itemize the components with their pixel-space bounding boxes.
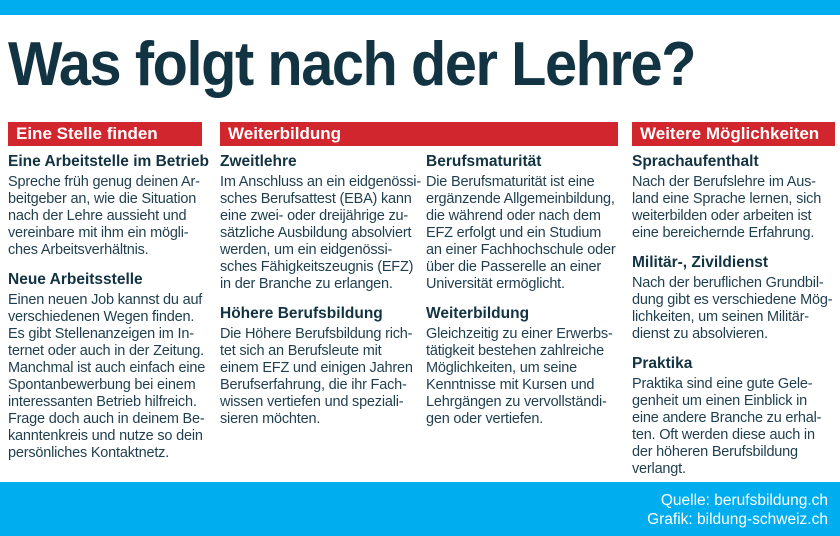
section-body: Nach der Berufslehre im Aus- land eine S… [632, 174, 822, 241]
column-header-find-job: Eine Stelle finden [8, 122, 202, 146]
section-body: Einen neuen Job kannst du auf verschiede… [8, 292, 206, 461]
column-header-other-options: Weitere Möglichkeiten [632, 122, 835, 146]
section-body: Praktika sind eine gute Gele- genheit um… [632, 376, 822, 477]
column-find-job: Eine Stelle finden Eine Arbeitstelle im … [8, 122, 209, 462]
section-heading: Höhere Berufsbildung [220, 305, 383, 322]
footer-graphic: Grafik: bildung-schweiz.ch [647, 511, 828, 528]
section-heading: Militär-, Zivildienst [632, 254, 769, 271]
section-vocational-baccalaureate: Berufsmaturität Die Berufsmaturität ist … [426, 152, 618, 293]
top-accent-bar [0, 0, 840, 15]
section-heading: Berufsmaturität [426, 153, 542, 170]
section-heading: Neue Arbeitsstelle [8, 271, 143, 288]
column-header-further-education: Weiterbildung [220, 122, 618, 146]
section-military-civil-service: Militär-, Zivildienst Nach der beruflich… [632, 253, 835, 343]
section-body: Im Anschluss an ein eidgenössi- sches Be… [220, 174, 421, 292]
section-second-apprenticeship: Zweitlehre Im Anschluss an ein eidgenöss… [220, 152, 421, 293]
page-title: Was folgt nach der Lehre? [8, 30, 696, 99]
footer-bar: Quelle: berufsbildung.ch Grafik: bildung… [0, 482, 840, 536]
column-further-education: Weiterbildung Zweitlehre Im Anschluss an… [220, 122, 618, 427]
subcolumn-left: Zweitlehre Im Anschluss an ein eidgenöss… [220, 146, 421, 428]
section-body: Die Höhere Berufsbildung rich- tet sich … [220, 326, 413, 427]
section-internships: Praktika Praktika sind eine gute Gele- g… [632, 354, 835, 478]
section-body: Die Berufsmaturität ist eine ergänzende … [426, 174, 616, 292]
section-body: Spreche früh genug deinen Ar- beitgeber … [8, 174, 200, 258]
section-continuing-education: Weiterbildung Gleichzeitig zu einer Erwe… [426, 304, 618, 428]
section-heading: Zweitlehre [220, 153, 297, 170]
section-language-stay: Sprachaufenthalt Nach der Berufslehre im… [632, 152, 835, 242]
section-heading: Praktika [632, 355, 693, 372]
section-body: Nach der beruflichen Grundbil- dung gibt… [632, 275, 833, 342]
section-body: Gleichzeitig zu einer Erwerbs- tätigkeit… [426, 326, 613, 427]
section-heading: Weiterbildung [426, 305, 530, 322]
column-other-options: Weitere Möglichkeiten Sprachaufenthalt N… [632, 122, 835, 478]
section-heading: Eine Arbeitstelle im Betrieb [8, 153, 209, 170]
footer-source: Quelle: berufsbildung.ch [660, 492, 828, 509]
section-heading: Sprachaufenthalt [632, 153, 759, 170]
section-new-job: Neue Arbeitsstelle Einen neuen Job kanns… [8, 270, 206, 462]
section-job-in-company: Eine Arbeitstelle im Betrieb Spreche frü… [8, 152, 209, 259]
subcolumn-right: Berufsmaturität Die Berufsmaturität ist … [426, 146, 618, 428]
section-higher-vocational-education: Höhere Berufsbildung Die Höhere Berufsbi… [220, 304, 413, 428]
